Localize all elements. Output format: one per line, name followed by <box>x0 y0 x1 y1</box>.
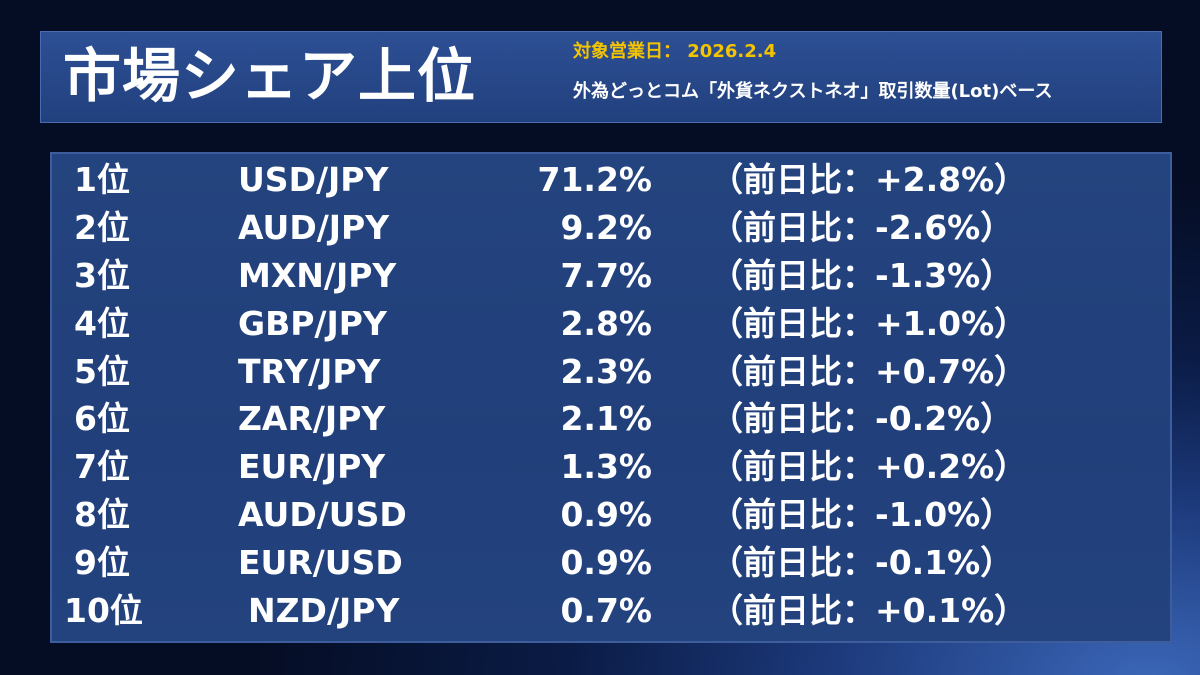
market-share: 2.3% <box>560 352 652 391</box>
ranking-table: 1位 USD/JPY 71.2% （前日比：+2.8%） 2位 AUD/JPY … <box>50 152 1172 643</box>
rank-label: 10位 <box>64 591 143 630</box>
day-change: （前日比：+0.1%） <box>710 591 1028 630</box>
rank-label: 5位 <box>74 352 130 391</box>
currency-pair: TRY/JPY <box>238 352 381 391</box>
ranking-row: 6位 ZAR/JPY 2.1% （前日比：-0.2%） <box>52 395 1170 443</box>
currency-pair: USD/JPY <box>238 160 389 199</box>
day-change: （前日比：-0.1%） <box>710 543 1014 582</box>
day-change: （前日比：+0.2%） <box>710 447 1028 486</box>
ranking-row: 3位 MXN/JPY 7.7% （前日比：-1.3%） <box>52 252 1170 300</box>
market-share: 1.3% <box>560 447 652 486</box>
ranking-row: 10位 NZD/JPY 0.7% （前日比：+0.1%） <box>52 587 1170 635</box>
market-share: 2.1% <box>560 399 652 438</box>
currency-pair: GBP/JPY <box>238 304 387 343</box>
rank-label: 8位 <box>74 495 130 534</box>
day-change: （前日比：-1.3%） <box>710 256 1014 295</box>
ranking-row: 8位 AUD/USD 0.9% （前日比：-1.0%） <box>52 491 1170 539</box>
ranking-row: 7位 EUR/JPY 1.3% （前日比：+0.2%） <box>52 443 1170 491</box>
header-banner: 市場シェア上位 対象営業日： 2026.2.4 外為どっとコム「外貨ネクストネオ… <box>40 31 1162 123</box>
currency-pair: MXN/JPY <box>238 256 397 295</box>
day-change: （前日比：-2.6%） <box>710 208 1014 247</box>
rank-label: 4位 <box>74 304 130 343</box>
market-share: 0.9% <box>560 495 652 534</box>
market-share: 7.7% <box>560 256 652 295</box>
ranking-row: 1位 USD/JPY 71.2% （前日比：+2.8%） <box>52 156 1170 204</box>
day-change: （前日比：-1.0%） <box>710 495 1014 534</box>
rank-label: 6位 <box>74 399 130 438</box>
currency-pair: AUD/JPY <box>238 208 390 247</box>
rank-label: 9位 <box>74 543 130 582</box>
market-share: 2.8% <box>560 304 652 343</box>
day-change: （前日比：+1.0%） <box>710 304 1028 343</box>
data-basis-note: 外為どっとコム「外貨ネクストネオ」取引数量(Lot)ベース <box>573 81 1053 102</box>
ranking-row: 4位 GBP/JPY 2.8% （前日比：+1.0%） <box>52 300 1170 348</box>
rank-label: 7位 <box>74 447 130 486</box>
currency-pair: AUD/USD <box>238 495 407 534</box>
currency-pair: NZD/JPY <box>248 591 400 630</box>
market-share: 0.7% <box>560 591 652 630</box>
ranking-row: 5位 TRY/JPY 2.3% （前日比：+0.7%） <box>52 348 1170 396</box>
currency-pair: EUR/USD <box>238 543 403 582</box>
business-date: 対象営業日： 2026.2.4 <box>573 41 777 62</box>
ranking-row: 9位 EUR/USD 0.9% （前日比：-0.1%） <box>52 539 1170 587</box>
currency-pair: ZAR/JPY <box>238 399 386 438</box>
ranking-row: 2位 AUD/JPY 9.2% （前日比：-2.6%） <box>52 204 1170 252</box>
day-change: （前日比：+0.7%） <box>710 352 1028 391</box>
currency-pair: EUR/JPY <box>238 447 386 486</box>
market-share: 71.2% <box>537 160 653 199</box>
market-share: 0.9% <box>560 543 652 582</box>
rank-label: 3位 <box>74 256 130 295</box>
rank-label: 2位 <box>74 208 130 247</box>
rank-label: 1位 <box>74 160 130 199</box>
day-change: （前日比：+2.8%） <box>710 160 1028 199</box>
market-share: 9.2% <box>560 208 652 247</box>
day-change: （前日比：-0.2%） <box>710 399 1014 438</box>
page-title: 市場シェア上位 <box>63 42 477 110</box>
